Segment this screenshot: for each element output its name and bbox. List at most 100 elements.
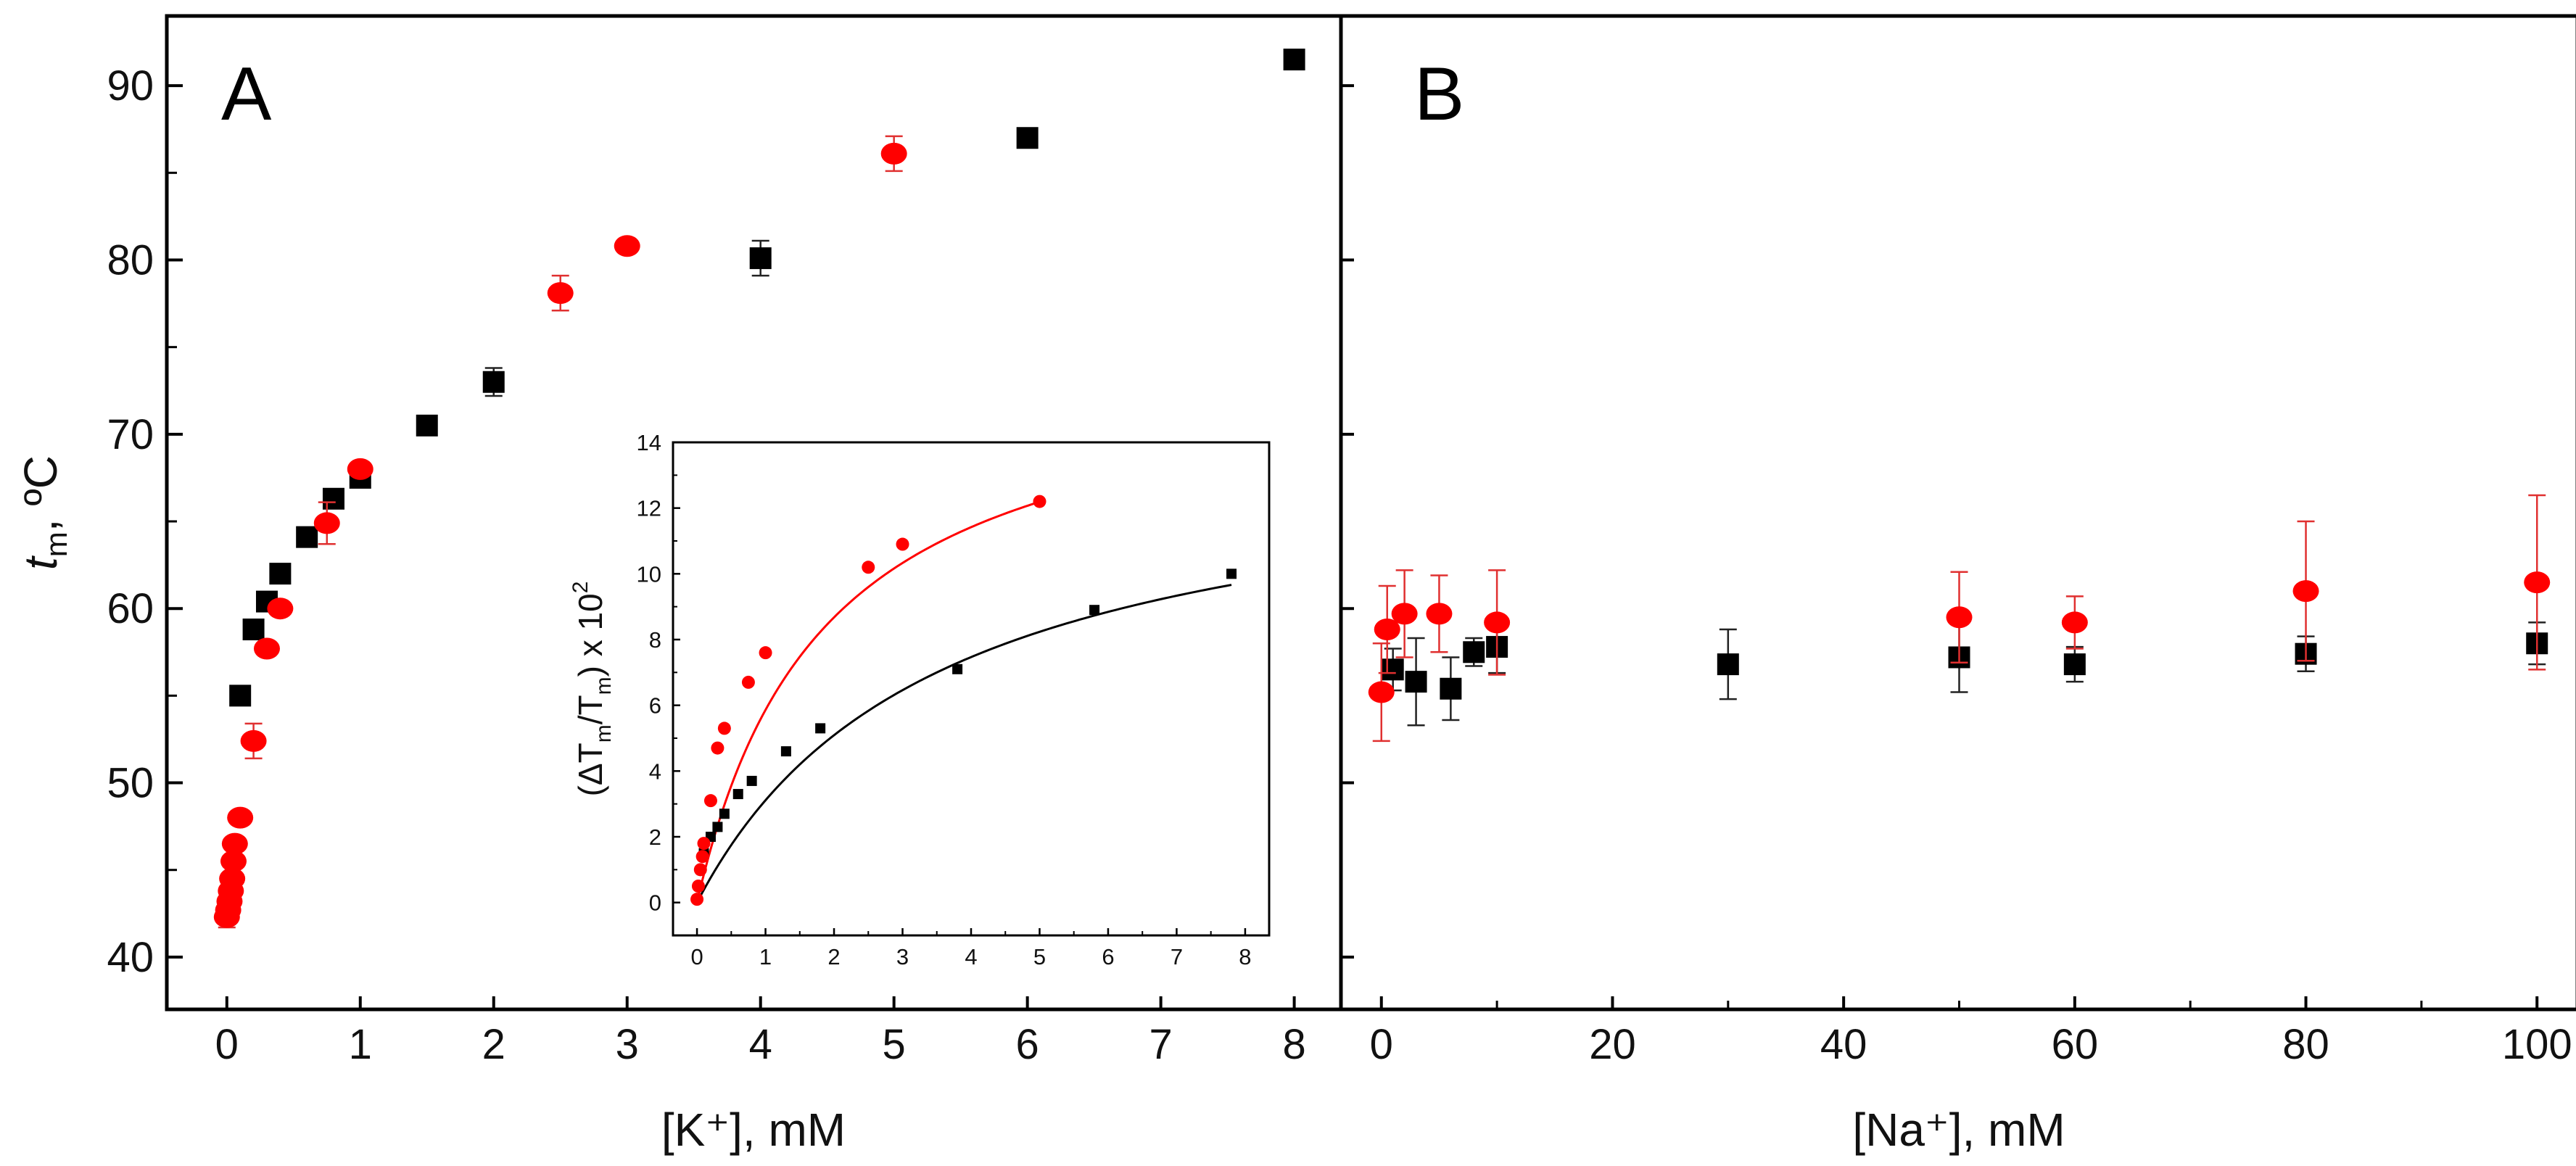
data-point-circle — [2524, 571, 2551, 594]
inset-x-tick-label: 0 — [690, 944, 703, 969]
inset-x-tick-label: 2 — [827, 944, 840, 969]
inset-ylabel-sub: m — [592, 724, 616, 743]
panel-b-x-axis-title: [Na⁺], mM — [1852, 1104, 2065, 1156]
inset-y-tick-label: 4 — [649, 758, 661, 784]
x-tick-label: 2 — [482, 1021, 505, 1068]
data-point-circle — [1391, 603, 1418, 625]
x-tick-label: 40 — [1820, 1021, 1867, 1068]
data-point-circle — [227, 806, 254, 829]
inset-x-tick-label: 1 — [759, 944, 772, 969]
inset-x-tick-label: 8 — [1239, 944, 1251, 969]
panel-b-x-ticks: 0 20 40 60 80 100 — [1370, 996, 2572, 1068]
inset-y-tick-label: 2 — [649, 824, 661, 850]
y-tick-label: 60 — [107, 585, 154, 632]
x-tick-label: 20 — [1589, 1021, 1636, 1068]
data-point-square — [2063, 653, 2086, 676]
inset-x-tick-label: 7 — [1171, 944, 1183, 969]
y-tick-label: 40 — [107, 934, 154, 981]
data-point-square — [749, 247, 772, 270]
inset-fit-curves — [695, 500, 1232, 904]
data-point-circle — [253, 637, 280, 660]
y-tick-label: 50 — [107, 760, 154, 807]
inset-point-square — [780, 746, 791, 757]
panel-b-label: B — [1414, 52, 1464, 136]
inset-point-square — [1226, 568, 1237, 579]
panel-a-y-axis-title: tm, ºC — [15, 455, 73, 570]
inset-y-tick-label: 14 — [637, 430, 661, 455]
data-point-circle — [547, 282, 574, 305]
inset-y-ticks: 0 2 4 6 8 10 12 14 — [637, 430, 680, 916]
inset-point-circle — [862, 561, 875, 574]
panel-a-y-ticks: 40 50 60 70 80 90 — [107, 62, 183, 981]
inset-point-circle — [759, 646, 772, 660]
inset-points — [690, 495, 1237, 906]
x-tick-label: 60 — [2052, 1021, 2099, 1068]
inset-point-circle — [703, 794, 717, 808]
inset-point-square — [719, 809, 730, 819]
inset-y-tick-label: 10 — [637, 561, 661, 587]
data-point-circle — [1374, 619, 1400, 641]
inset-point-circle — [695, 850, 709, 864]
data-point-circle — [240, 729, 267, 752]
y-tick-label: 70 — [107, 411, 154, 458]
inset-point-circle — [697, 837, 711, 851]
data-point-square — [229, 685, 252, 707]
y-axis-title-main: t — [15, 555, 67, 570]
inset-point-square — [732, 789, 743, 800]
inset-ylabel-superscript: 2 — [569, 582, 593, 594]
panel-a-label: A — [221, 52, 272, 136]
inset-y-axis-title: (ΔTm/Tm) x 102 — [569, 582, 616, 797]
x-tick-label: 1 — [349, 1021, 372, 1068]
x-tick-label: 80 — [2282, 1021, 2329, 1068]
data-point-circle — [2292, 580, 2319, 603]
inset-point-circle — [693, 863, 707, 877]
inset-y-tick-label: 6 — [649, 693, 661, 719]
inset-x-tick-label: 6 — [1102, 944, 1114, 969]
data-point-circle — [614, 235, 640, 257]
data-point-circle — [219, 867, 246, 890]
inset-x-ticks: 0 1 2 3 4 5 6 7 8 — [690, 928, 1252, 969]
inset-ylabel-part: ) x 10 — [571, 593, 609, 677]
y-tick-label: 80 — [107, 236, 154, 284]
data-point-square — [1463, 641, 1485, 663]
data-point-circle — [313, 512, 340, 534]
panel-b-points — [1368, 494, 2551, 743]
inset-ylabel-sub: m — [592, 677, 616, 695]
data-point-square — [482, 371, 505, 393]
y-tick-label: 90 — [107, 62, 154, 109]
data-point-circle — [880, 142, 907, 165]
x-tick-label: 5 — [883, 1021, 906, 1068]
panel-a-points — [213, 49, 1305, 929]
inset-y-tick-label: 0 — [649, 890, 661, 916]
inset-point-square — [952, 663, 963, 674]
x-tick-label: 0 — [215, 1021, 239, 1068]
data-point-circle — [267, 598, 294, 620]
data-point-square — [322, 487, 344, 510]
inset-point-square — [712, 822, 723, 832]
inset-x-tick-label: 4 — [965, 944, 977, 969]
data-point-circle — [347, 458, 373, 480]
panel-a-x-ticks: 0 1 2 3 4 5 6 7 8 — [215, 996, 1306, 1068]
inset-point-circle — [896, 537, 909, 551]
x-tick-label: 0 — [1370, 1021, 1393, 1068]
x-tick-label: 4 — [749, 1021, 772, 1068]
data-point-square — [269, 563, 292, 585]
x-tick-label: 100 — [2502, 1021, 2572, 1068]
data-point-square — [1283, 49, 1305, 71]
inset-point-circle — [717, 721, 731, 735]
x-tick-label: 6 — [1016, 1021, 1039, 1068]
data-point-circle — [221, 832, 248, 855]
inset-ylabel-part: /T — [571, 695, 609, 724]
data-point-circle — [1426, 603, 1453, 625]
inset-y-tick-label: 8 — [649, 627, 661, 653]
data-point-square — [296, 526, 318, 548]
y-axis-title-subscript: m — [39, 532, 73, 557]
data-point-square — [1405, 671, 1427, 693]
panel-b: B [Na⁺], mM 0 20 40 60 80 100 — [1339, 14, 2576, 1156]
data-point-square — [1382, 658, 1404, 681]
y-axis-title-unit: , ºC — [15, 455, 67, 532]
